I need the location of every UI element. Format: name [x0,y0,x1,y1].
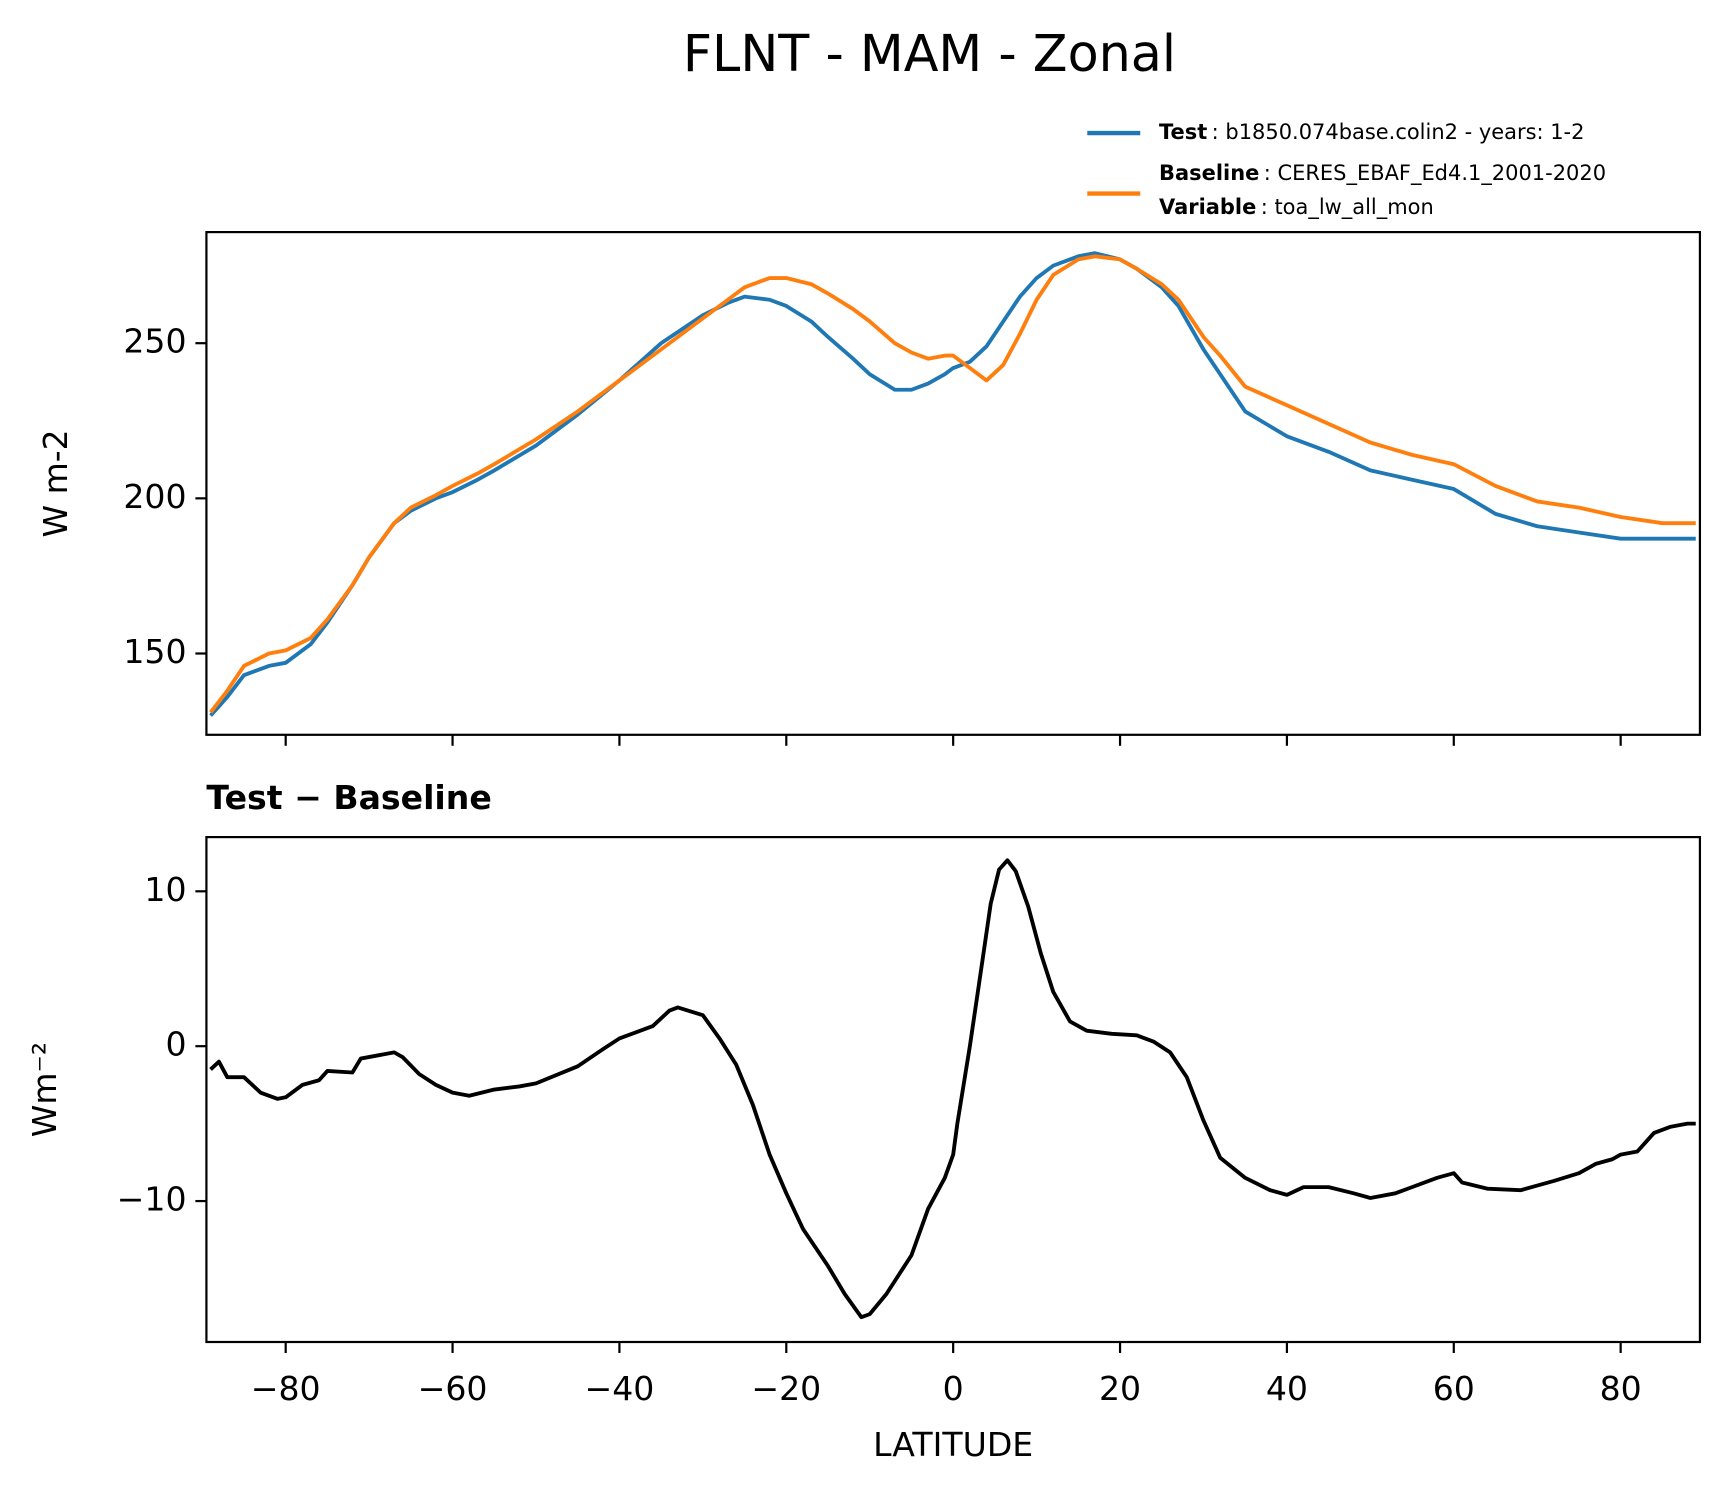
data-line [209,254,1696,714]
y-tick-label: 10 [144,870,186,909]
subplot-title: Test − Baseline [206,778,491,817]
x-axis-label: LATITUDE [873,1425,1033,1464]
x-tick-label: 60 [1433,1369,1475,1408]
legend-name: Test [1159,120,1207,144]
legend-text: Variable: toa_lw_all_mon [1159,195,1434,220]
legend-text: Test: b1850.074base.colin2 - years: 1-2 [1159,120,1584,144]
y-axis-label: W m-2 [36,429,75,537]
y-tick-label: −10 [117,1180,187,1219]
x-tick-label: 40 [1266,1369,1308,1408]
data-line [209,858,1696,1320]
x-tick-label: −80 [251,1369,321,1408]
y-tick-label: 150 [123,632,186,671]
legend-description: : b1850.074base.colin2 - years: 1-2 [1212,120,1585,144]
x-tick-label: 0 [943,1369,964,1408]
legend-name: Variable [1159,195,1256,219]
x-tick-label: 80 [1600,1369,1642,1408]
x-tick-label: 20 [1099,1369,1141,1408]
legend-name: Baseline [1159,161,1259,185]
legend-text: Baseline: CERES_EBAF_Ed4.1_2001-2020 [1159,161,1606,186]
y-tick-label: 200 [123,477,186,516]
legend-description: : toa_lw_all_mon [1261,195,1434,220]
y-tick-label: 0 [165,1025,186,1064]
figure-title: FLNT - MAM - Zonal [683,24,1176,83]
x-tick-label: −20 [751,1369,821,1408]
y-axis-label: Wm⁻² [25,1042,64,1137]
x-tick-label: −40 [584,1369,654,1408]
y-tick-label: 250 [123,322,186,361]
legend-description: : CERES_EBAF_Ed4.1_2001-2020 [1264,161,1606,186]
x-tick-label: −60 [418,1369,488,1408]
